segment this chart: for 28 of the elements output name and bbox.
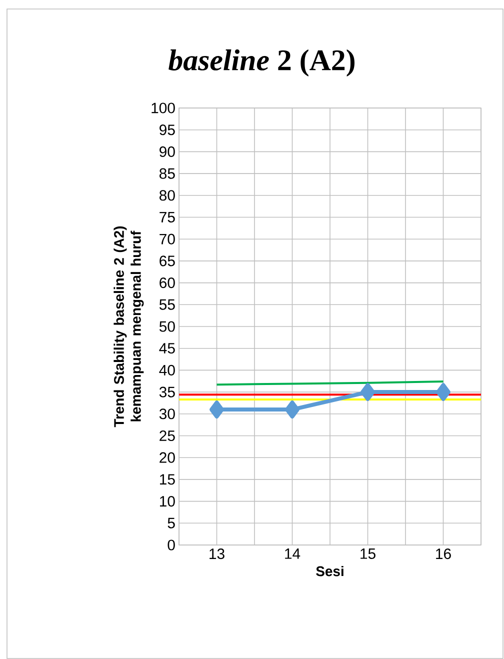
y-tick-label: 40	[159, 364, 175, 376]
y-tick-label: 60	[160, 278, 175, 288]
y-tick-label: 45	[159, 343, 175, 354]
y-tick-label: 10	[160, 496, 175, 507]
chart-title: baseline 2 (A2)	[168, 49, 354, 76]
x-tick-label: 16	[436, 548, 451, 560]
y-tick-label: 55	[159, 299, 175, 310]
y-tick-label: 0	[168, 540, 175, 550]
y-tick-label: 95	[160, 124, 175, 136]
y-tick-label: 5	[168, 518, 175, 528]
y-tick-label: 15	[160, 474, 175, 485]
y-tick-label: 100	[152, 102, 175, 114]
y-tick-label: 65	[160, 256, 175, 266]
y-tick-label: 35	[159, 386, 175, 398]
y-tick-label: 25	[160, 430, 175, 442]
y-tick-label: 30	[159, 408, 175, 420]
y-axis-title: Trend Stability baseline 2 (A2) kemampuan mengenal huruf	[114, 226, 144, 428]
x-axis-title: Sesi	[316, 566, 344, 576]
y-tick-label: 80	[160, 190, 175, 201]
x-tick-label: 15	[360, 548, 376, 559]
y-tick-label: 20	[160, 452, 175, 463]
x-tick-label: 14	[285, 548, 300, 559]
x-tick-label: 13	[210, 548, 224, 560]
y-tick-label: 50	[159, 321, 175, 332]
y-tick-label: 75	[160, 212, 175, 222]
y-tick-label: 70	[160, 234, 175, 244]
y-tick-label: 90	[160, 146, 175, 157]
y-tick-label: 85	[160, 168, 175, 179]
